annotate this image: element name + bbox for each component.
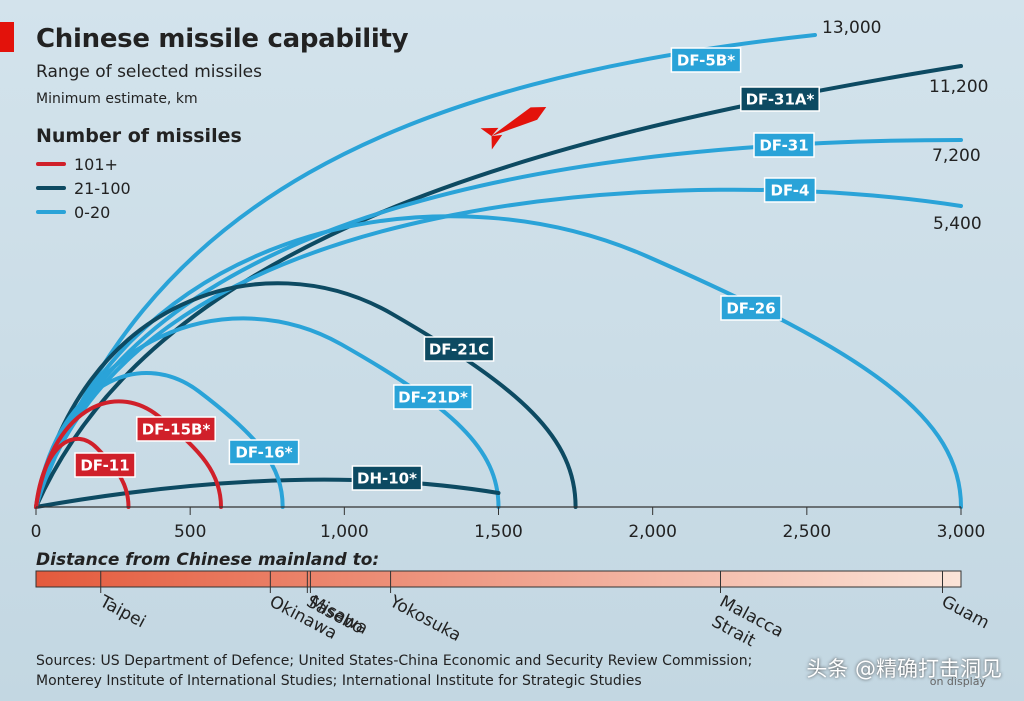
watermark: 头条 @精确打击洞见 <box>806 657 1002 681</box>
chart-subtitle: Range of selected missiles <box>36 62 262 82</box>
legend-item: 101+ <box>36 152 131 176</box>
legend-label: 0-20 <box>74 202 111 222</box>
trajectory-line <box>34 399 223 509</box>
legend-swatch <box>36 162 66 166</box>
trajectory-line <box>34 436 131 509</box>
missile-label: DF-4 <box>771 182 810 200</box>
place-label: Taipei <box>96 591 149 632</box>
x-tick-label: 0 <box>31 522 42 542</box>
legend: 101+ 21-100 0-20 <box>36 152 131 224</box>
chart-title: Chinese missile capability <box>36 24 409 54</box>
trajectory-line <box>34 316 501 509</box>
legend-label: 21-100 <box>74 178 131 198</box>
sources-line: Monterey Institute of International Stud… <box>36 673 642 689</box>
legend-title: Number of missiles <box>36 125 242 147</box>
trajectory-line <box>34 281 578 509</box>
missile-label: DF-31A* <box>746 91 815 109</box>
range-label: 7,200 <box>932 146 981 166</box>
range-label: 13,000 <box>822 18 881 38</box>
brand-tab <box>0 22 14 52</box>
missile-label-box <box>423 336 495 362</box>
watermark-sub: on display <box>929 675 986 688</box>
sources-note: Sources: US Department of Defence; Unite… <box>36 651 752 691</box>
trajectory-line <box>34 187 963 509</box>
missile-label-box <box>136 416 216 442</box>
missile-label: DH-10* <box>357 470 417 488</box>
range-label: 11,200 <box>929 77 988 97</box>
distance-bar-title: Distance from Chinese mainland to: <box>36 550 379 570</box>
missile-label: DF-11 <box>80 457 129 475</box>
trajectory-line <box>34 214 963 509</box>
rocket-icon <box>480 106 547 150</box>
x-tick-label: 3,000 <box>937 522 986 542</box>
missile-label: DF-31 <box>759 137 808 155</box>
missile-label-box <box>670 47 742 73</box>
x-tick-label: 2,500 <box>782 522 831 542</box>
missile-label: DF-16* <box>235 444 292 462</box>
x-tick-label: 1,500 <box>474 522 523 542</box>
legend-swatch <box>36 186 66 190</box>
unit-note: Minimum estimate, km <box>36 91 198 107</box>
place-label: Yokosuka <box>385 591 464 646</box>
missile-label: DF-21C <box>429 341 489 359</box>
missile-label: DF-26 <box>726 300 775 318</box>
range-label: 5,400 <box>933 214 982 234</box>
place-label: Guam <box>938 592 992 634</box>
legend-swatch <box>36 210 66 214</box>
x-tick-label: 1,000 <box>320 522 369 542</box>
legend-item: 21-100 <box>36 176 131 200</box>
missile-label: DF-5B* <box>677 52 735 70</box>
legend-label: 101+ <box>74 154 118 174</box>
trajectory-line <box>34 477 501 509</box>
missile-label-box <box>753 132 815 158</box>
trajectory-line <box>34 33 817 509</box>
missile-label-box <box>74 452 136 478</box>
missile-label: DF-15B* <box>142 421 211 439</box>
missile-label-box <box>740 86 820 112</box>
x-tick-label: 2,000 <box>628 522 677 542</box>
distance-bar <box>35 570 962 588</box>
missile-label-box <box>393 384 473 410</box>
missile-label-box <box>228 439 300 465</box>
missile-label-box <box>763 177 817 203</box>
sources-line: Sources: US Department of Defence; Unite… <box>36 653 753 669</box>
missile-label-box <box>351 465 423 491</box>
legend-item: 0-20 <box>36 200 131 224</box>
missile-label-box <box>720 295 782 321</box>
missile-label: DF-21D* <box>398 389 468 407</box>
x-tick-label: 500 <box>174 522 206 542</box>
